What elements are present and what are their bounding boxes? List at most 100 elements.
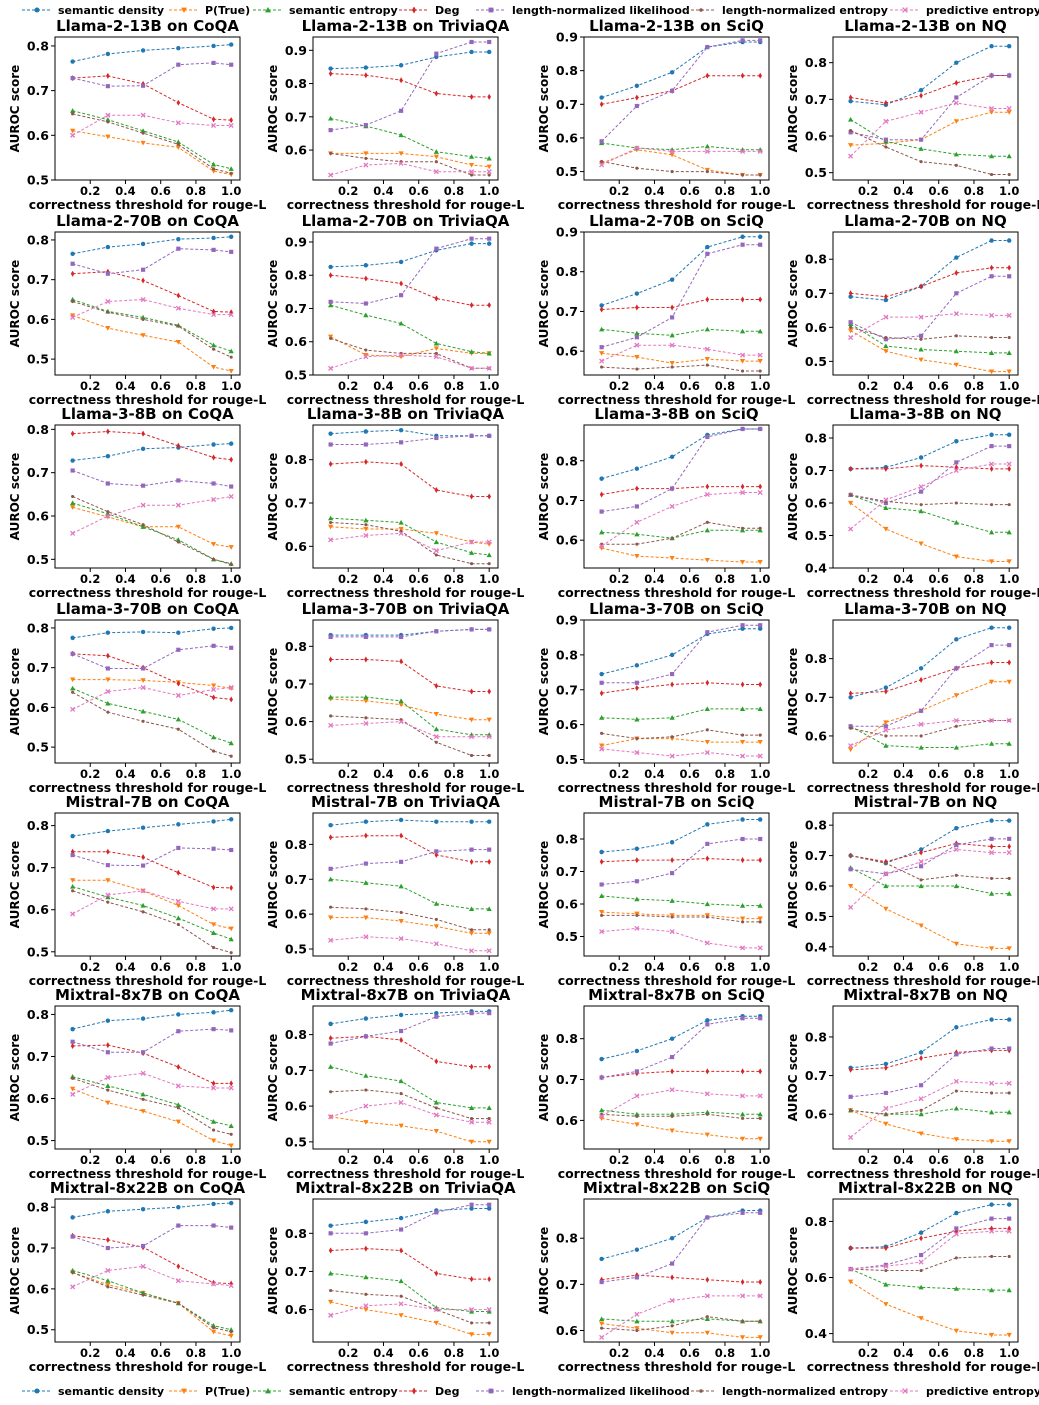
plot-frame [832,1005,1019,1150]
y-tick-label: 0.8 [805,55,827,70]
data-point [740,945,746,951]
data-point [176,1204,181,1210]
data-point [599,543,605,549]
data-point [175,903,181,909]
data-point [328,822,333,828]
data-point [884,145,888,149]
data-point [918,721,924,727]
x-tick-label: 0.4 [373,960,393,974]
series-semantic-entropy [848,1105,1012,1117]
data-point [599,491,604,498]
data-point [229,117,234,124]
series-length-normalized-likelihood [848,274,1012,342]
y-tick-label: 0.8 [27,620,49,635]
plot-frame [583,1005,770,1150]
data-point [175,898,181,904]
data-point [211,312,217,318]
data-point [469,241,474,246]
x-axis-label: correctness threshold for rouge-L [29,392,267,407]
series-line [850,75,1010,104]
series-semantic-entropy [70,884,234,942]
series-deg [848,659,1012,697]
series-length-normalized-entropy [600,159,762,177]
data-point [635,94,639,101]
chart-title: Mixtral-8x7B on SciQ [588,986,765,1004]
data-point [989,73,994,78]
series-line [330,118,490,159]
x-tick-label: 0.6 [929,767,949,781]
data-point [758,173,762,177]
x-tick-label: 1.0 [221,379,241,393]
data-point [328,264,333,270]
plot-frame [583,1198,770,1343]
data-point [634,1311,640,1317]
data-point [70,108,76,113]
data-point [363,301,368,306]
data-point [363,915,369,921]
data-point [434,740,438,744]
data-point [487,93,492,100]
series-line [72,75,232,121]
series-length-normalized-likelihood [328,627,492,640]
data-point [953,467,959,474]
x-tick-label: 0.6 [151,1346,171,1360]
data-point [229,884,234,891]
data-point [990,335,994,340]
data-point [364,907,368,911]
data-point [669,840,675,845]
series-predictive-entropy [328,719,492,740]
data-point [210,1119,217,1124]
data-point [363,634,368,640]
series-line [850,725,1010,748]
data-point [329,336,333,340]
data-point [141,1097,145,1101]
data-point [919,137,924,142]
data-point [434,682,439,689]
x-tick-label: 0.8 [964,1153,984,1167]
x-tick-label: 1.0 [750,572,770,586]
data-point [918,1111,924,1117]
data-point [989,264,994,271]
data-point [988,891,995,896]
series-line [72,299,232,352]
y-tick-label: 0.9 [556,225,578,240]
y-tick-label: 0.8 [805,252,827,267]
series-line [850,111,1010,146]
series-p-true [599,736,763,749]
series-line [330,721,490,738]
series-line [72,686,232,710]
x-tick-label: 0.4 [644,767,664,781]
data-point [469,39,474,45]
data-point [70,677,76,683]
data-point [71,690,75,694]
data-point [433,1129,439,1134]
data-point [758,857,763,864]
series-predictive-entropy [599,925,763,951]
data-point [468,1332,475,1337]
series-line [601,364,761,372]
data-point [363,151,369,156]
data-point [434,160,438,164]
data-point [140,241,146,247]
data-point [634,1093,640,1099]
data-point [704,357,710,362]
series-line [72,691,232,757]
data-point [705,1315,709,1319]
data-point [70,911,76,917]
data-point [470,1117,474,1121]
legend-label: P(True) [205,1385,250,1398]
series-length-normalized-entropy [71,112,233,175]
data-point [758,72,763,79]
plot-frame [54,1005,241,1150]
data-point [328,634,333,640]
x-tick-label: 0.4 [115,767,135,781]
series-line [601,1017,761,1078]
data-point [363,65,369,70]
chart-title: Llama-3-70B on SciQ [589,600,764,618]
data-point [328,937,334,943]
data-point [486,931,492,936]
data-point [468,717,475,723]
series-line [330,51,490,70]
data-point [634,1247,640,1252]
data-point [363,532,369,539]
